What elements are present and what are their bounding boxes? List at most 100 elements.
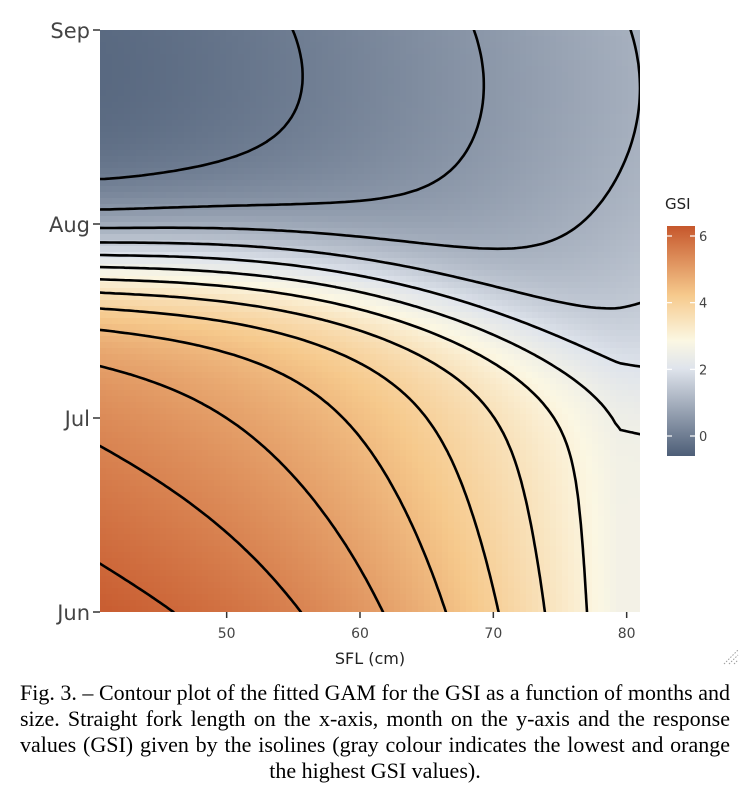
heat-cell	[400, 408, 407, 415]
heat-cell	[118, 108, 125, 115]
heat-cell	[310, 102, 317, 109]
heat-cell	[154, 216, 161, 223]
heat-cell	[202, 324, 209, 331]
heat-cell	[112, 270, 119, 277]
heat-cell	[304, 600, 311, 607]
heat-cell	[340, 396, 347, 403]
heat-cell	[352, 174, 359, 181]
heat-cell	[106, 510, 113, 517]
heat-cell	[346, 444, 353, 451]
heat-cell	[346, 210, 353, 217]
heat-cell	[262, 144, 269, 151]
heat-cell	[346, 96, 353, 103]
heat-cell	[154, 114, 161, 121]
heat-cell	[394, 522, 401, 529]
heat-cell	[148, 90, 155, 97]
heat-cell	[322, 384, 329, 391]
heat-cell	[388, 222, 395, 229]
heat-cell	[280, 336, 287, 343]
heat-cell	[220, 162, 227, 169]
heat-cell	[112, 468, 119, 475]
heat-cell	[274, 318, 281, 325]
heat-cell	[178, 432, 185, 439]
heat-cell	[268, 570, 275, 577]
heat-cell	[154, 396, 161, 403]
heat-cell	[310, 594, 317, 601]
heat-cell	[214, 162, 221, 169]
heat-cell	[166, 264, 173, 271]
heat-cell	[274, 210, 281, 217]
heat-cell	[112, 540, 119, 547]
heat-cell	[232, 60, 239, 67]
heat-cell	[142, 48, 149, 55]
heat-cell	[220, 246, 227, 253]
heat-cell	[316, 432, 323, 439]
heat-cell	[256, 96, 263, 103]
heat-cell	[106, 174, 113, 181]
heat-cell	[184, 96, 191, 103]
heat-cell	[190, 432, 197, 439]
heat-cell	[154, 564, 161, 571]
heat-cell	[340, 312, 347, 319]
heat-cell	[334, 138, 341, 145]
heat-cell	[256, 312, 263, 319]
heat-cell	[376, 300, 383, 307]
heat-cell	[148, 372, 155, 379]
heat-cell	[226, 276, 233, 283]
heat-cell	[166, 126, 173, 133]
heat-cell	[166, 576, 173, 583]
heat-cell	[256, 300, 263, 307]
heat-cell	[382, 390, 389, 397]
heat-cell	[196, 222, 203, 229]
heat-cell	[310, 42, 317, 49]
heat-cell	[118, 156, 125, 163]
heat-cell	[316, 594, 323, 601]
heat-cell	[154, 282, 161, 289]
heat-cell	[280, 570, 287, 577]
heat-cell	[376, 330, 383, 337]
heat-cell	[208, 396, 215, 403]
heat-cell	[322, 132, 329, 139]
heat-cell	[190, 78, 197, 85]
heat-cell	[226, 336, 233, 343]
heat-cell	[160, 282, 167, 289]
heat-cell	[340, 156, 347, 163]
heat-cell	[256, 318, 263, 325]
heat-cell	[280, 516, 287, 523]
heat-cell	[382, 468, 389, 475]
heat-cell	[298, 474, 305, 481]
heat-cell	[160, 492, 167, 499]
heat-cell	[346, 504, 353, 511]
heat-cell	[358, 486, 365, 493]
heat-cell	[232, 348, 239, 355]
heat-cell	[244, 264, 251, 271]
heat-cell	[262, 42, 269, 49]
heat-cell	[202, 228, 209, 235]
heat-cell	[292, 324, 299, 331]
heat-cell	[310, 552, 317, 559]
heat-cell	[166, 366, 173, 373]
heat-cell	[172, 336, 179, 343]
heat-cell	[358, 174, 365, 181]
heat-cell	[238, 510, 245, 517]
heat-cell	[328, 408, 335, 415]
heat-cell	[124, 366, 131, 373]
heat-cell	[292, 174, 299, 181]
heat-cell	[304, 426, 311, 433]
heat-cell	[346, 120, 353, 127]
heat-cell	[394, 366, 401, 373]
heat-cell	[130, 528, 137, 535]
heat-cell	[172, 360, 179, 367]
heat-cell	[190, 546, 197, 553]
heat-cell	[238, 450, 245, 457]
heat-cell	[274, 216, 281, 223]
heat-cell	[106, 456, 113, 463]
heat-cell	[304, 192, 311, 199]
heat-cell	[100, 180, 107, 187]
heat-cell	[124, 72, 131, 79]
heat-cell	[220, 342, 227, 349]
heat-cell	[388, 504, 395, 511]
heat-cell	[292, 504, 299, 511]
heat-cell	[376, 342, 383, 349]
heat-cell	[340, 258, 347, 265]
